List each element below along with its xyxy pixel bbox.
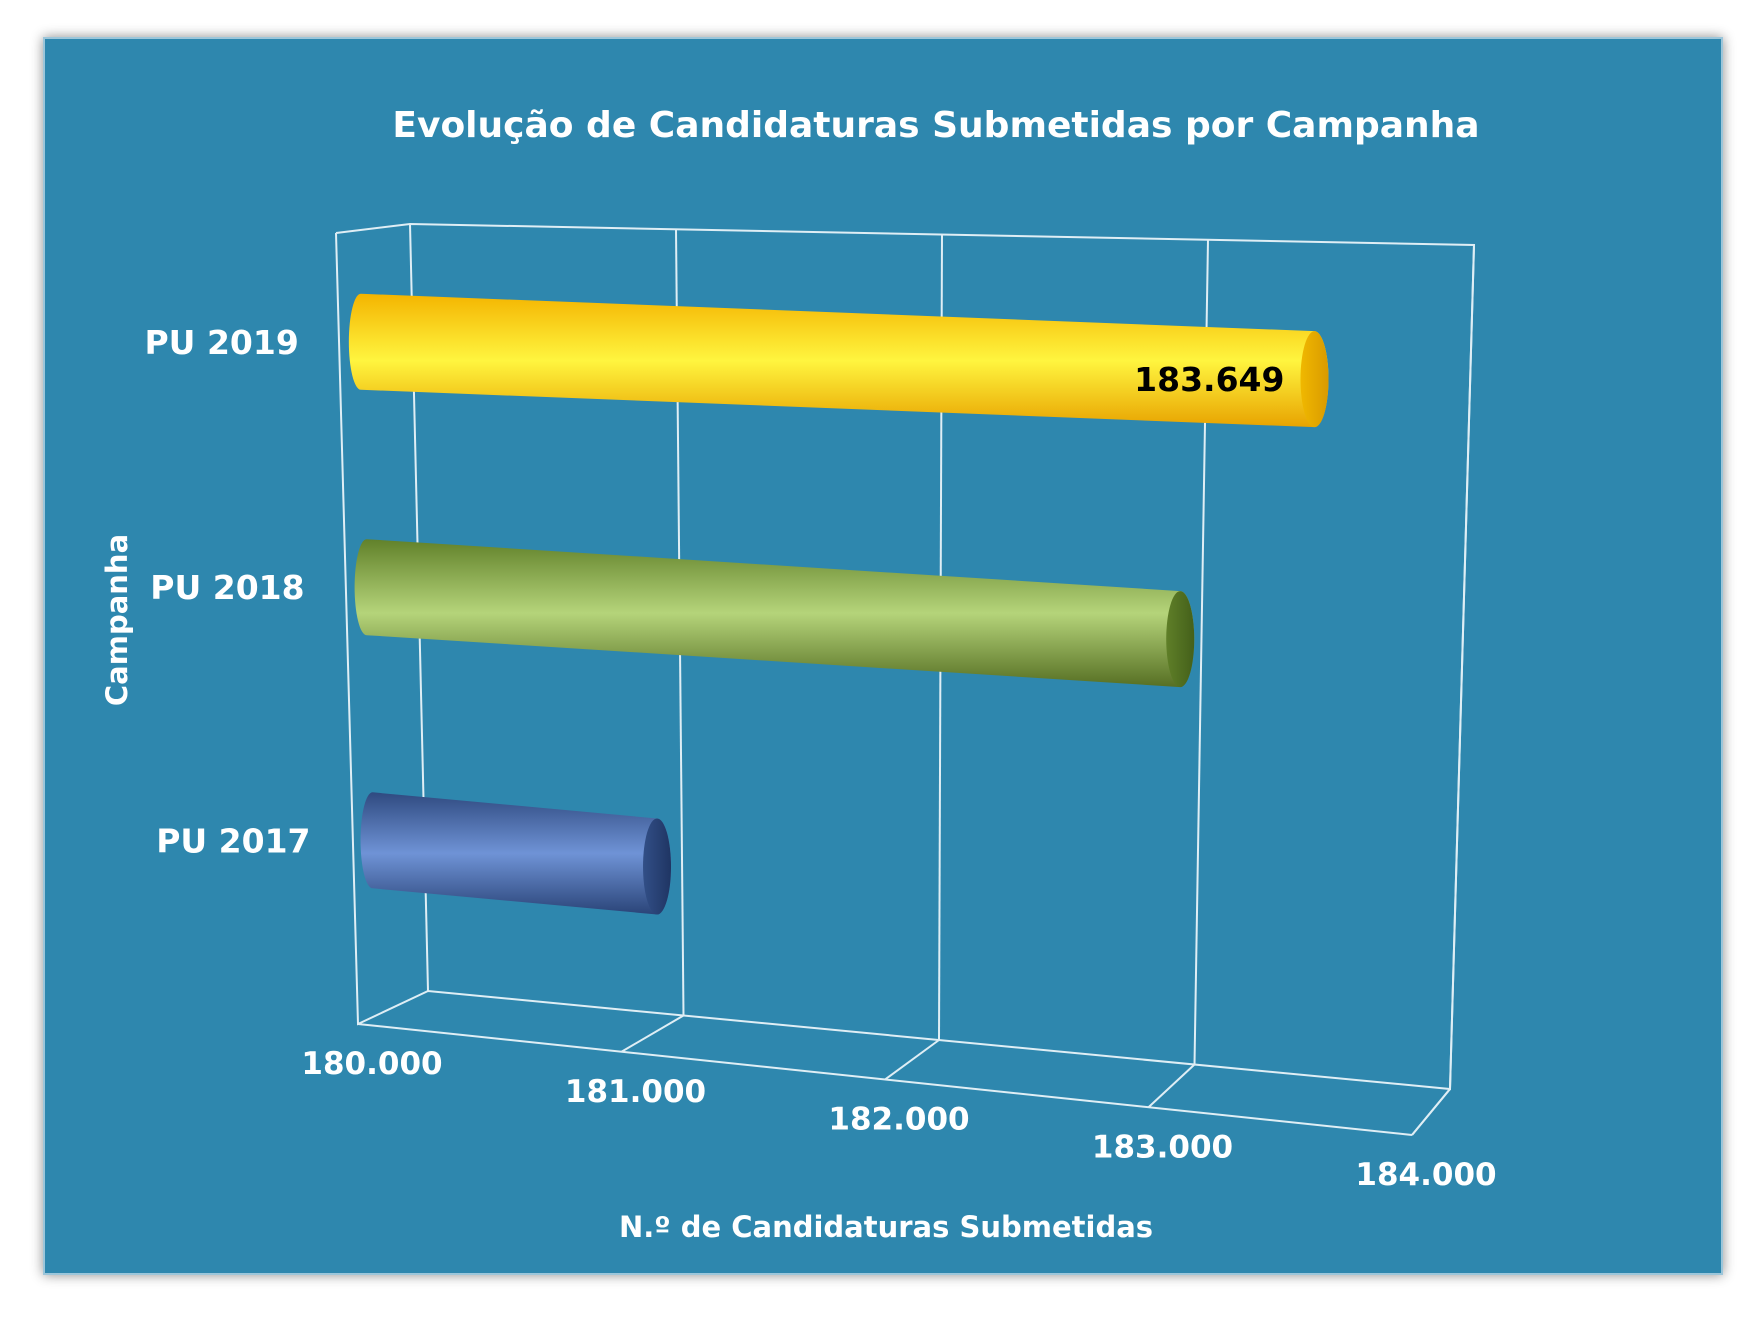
y-tick-labels: PU 2017 PU 2018 PU 2019 [145,323,311,861]
x-tick-labels: 180.000 181.000 182.000 183.000 184.000 [301,1046,1496,1193]
x-axis-title: N.º de Candidaturas Submetidas [619,1210,1153,1244]
chart-title: Evolução de Candidaturas Submetidas por … [392,105,1479,146]
bars [348,293,1329,915]
y-tick-label: PU 2017 [156,821,310,860]
bar [360,792,672,915]
data-labels: 183.649 [1134,360,1284,399]
data-label: 183.649 [1134,360,1284,399]
bar [348,293,1329,428]
bar-cap [1300,331,1329,428]
bar-cap [643,818,672,915]
tick-mark [1147,1063,1196,1108]
tick-mark [1411,1088,1451,1136]
bar-body [354,539,1195,688]
tick-mark [884,1039,940,1081]
x-tick-label: 181.000 [565,1074,706,1110]
x-tick-label: 184.000 [1355,1157,1496,1193]
bar-body [348,293,1329,428]
y-tick-label: PU 2019 [145,323,299,362]
y-axis-title: Campanha [100,534,134,706]
x-tick-label: 182.000 [828,1102,969,1138]
tick-mark [620,1014,685,1053]
x-tick-label: 180.000 [301,1046,442,1082]
bar-cap [1166,591,1195,688]
bar-body [360,792,672,915]
bar [354,539,1195,688]
x-tick-label: 183.000 [1092,1129,1233,1165]
tick-marks [620,1014,1451,1136]
y-tick-label: PU 2018 [150,568,304,607]
